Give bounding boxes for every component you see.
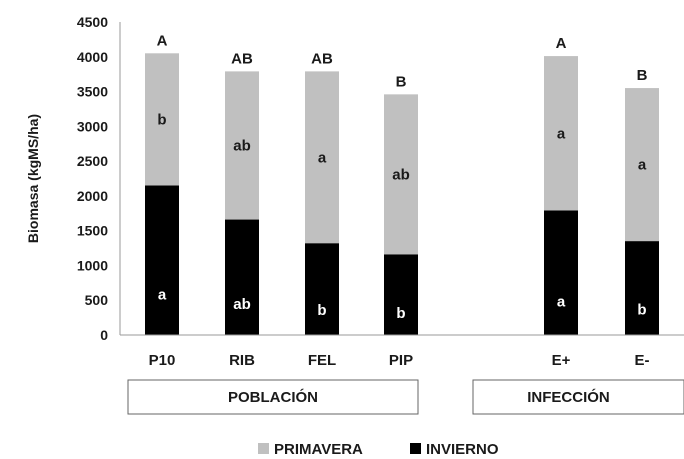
legend: PRIMAVERA INVIERNO <box>258 441 499 458</box>
bars <box>145 53 659 335</box>
segment-label: b <box>317 302 326 319</box>
x-axis: P10 RIB FEL PIP E+ E- <box>120 334 684 369</box>
group-label: POBLACIÓN <box>228 388 318 406</box>
total-label: A <box>556 35 567 52</box>
total-label: A <box>157 32 168 49</box>
y-axis-title: Biomasa (kgMS/ha) <box>25 114 41 243</box>
y-axis: 0 500 1000 1500 2000 2500 3000 3500 4000 4500 Biom… <box>25 14 121 343</box>
segment-label: a <box>557 293 566 310</box>
category-label: FEL <box>308 352 336 369</box>
bar-invierno-fel <box>305 243 339 335</box>
category-label: PIP <box>389 352 413 369</box>
y-tick-label: 2500 <box>77 153 108 169</box>
segment-label: a <box>158 287 167 304</box>
bar-invierno-e+ <box>544 210 578 335</box>
group-label: INFECCIÓN <box>527 388 610 406</box>
legend-label: INVIERNO <box>426 441 499 458</box>
segment-label: a <box>318 149 327 166</box>
y-tick-label: 1000 <box>77 257 108 273</box>
bar-primavera-pip <box>384 94 418 255</box>
bar-invierno-p10 <box>145 185 179 335</box>
y-tick-label: 1500 <box>77 223 108 239</box>
category-label: P10 <box>149 352 176 369</box>
category-label: E+ <box>552 352 571 369</box>
bar-primavera-rib <box>225 71 259 220</box>
y-tick-label: 4000 <box>77 49 108 65</box>
segment-label: ab <box>392 166 410 183</box>
total-label: AB <box>231 50 253 67</box>
segment-label: b <box>157 111 166 128</box>
y-tick-label: 500 <box>85 292 109 308</box>
y-tick-label: 2000 <box>77 188 108 204</box>
y-tick-label: 3000 <box>77 118 108 134</box>
legend-label: PRIMAVERA <box>274 441 363 458</box>
total-label: B <box>637 67 648 84</box>
legend-swatch <box>410 443 421 454</box>
category-label: E- <box>635 352 650 369</box>
bar-primavera-e+ <box>544 56 578 211</box>
segment-label: a <box>638 157 647 174</box>
bar-primavera-e- <box>625 88 659 242</box>
bar-primavera-fel <box>305 71 339 244</box>
y-tick-label: 4500 <box>77 14 108 30</box>
bar-invierno-e- <box>625 241 659 335</box>
legend-swatch <box>258 443 269 454</box>
segment-label: a <box>557 125 566 142</box>
segment-label: b <box>396 305 405 322</box>
group-box <box>127 379 419 415</box>
segment-label: b <box>637 302 646 319</box>
total-label: B <box>396 73 407 90</box>
bar-invierno-pip <box>384 254 418 335</box>
category-label: RIB <box>229 352 255 369</box>
total-label: AB <box>311 50 333 67</box>
group-box <box>472 379 684 415</box>
segment-label: ab <box>233 137 251 154</box>
y-tick-label: 3500 <box>77 84 108 100</box>
y-tick-label: 0 <box>100 327 108 343</box>
segment-label: ab <box>233 296 251 313</box>
bar-primavera-p10 <box>145 53 179 186</box>
category-groups: POBLACIÓN INFECCIÓN <box>127 379 684 415</box>
bar-invierno-rib <box>225 219 259 335</box>
